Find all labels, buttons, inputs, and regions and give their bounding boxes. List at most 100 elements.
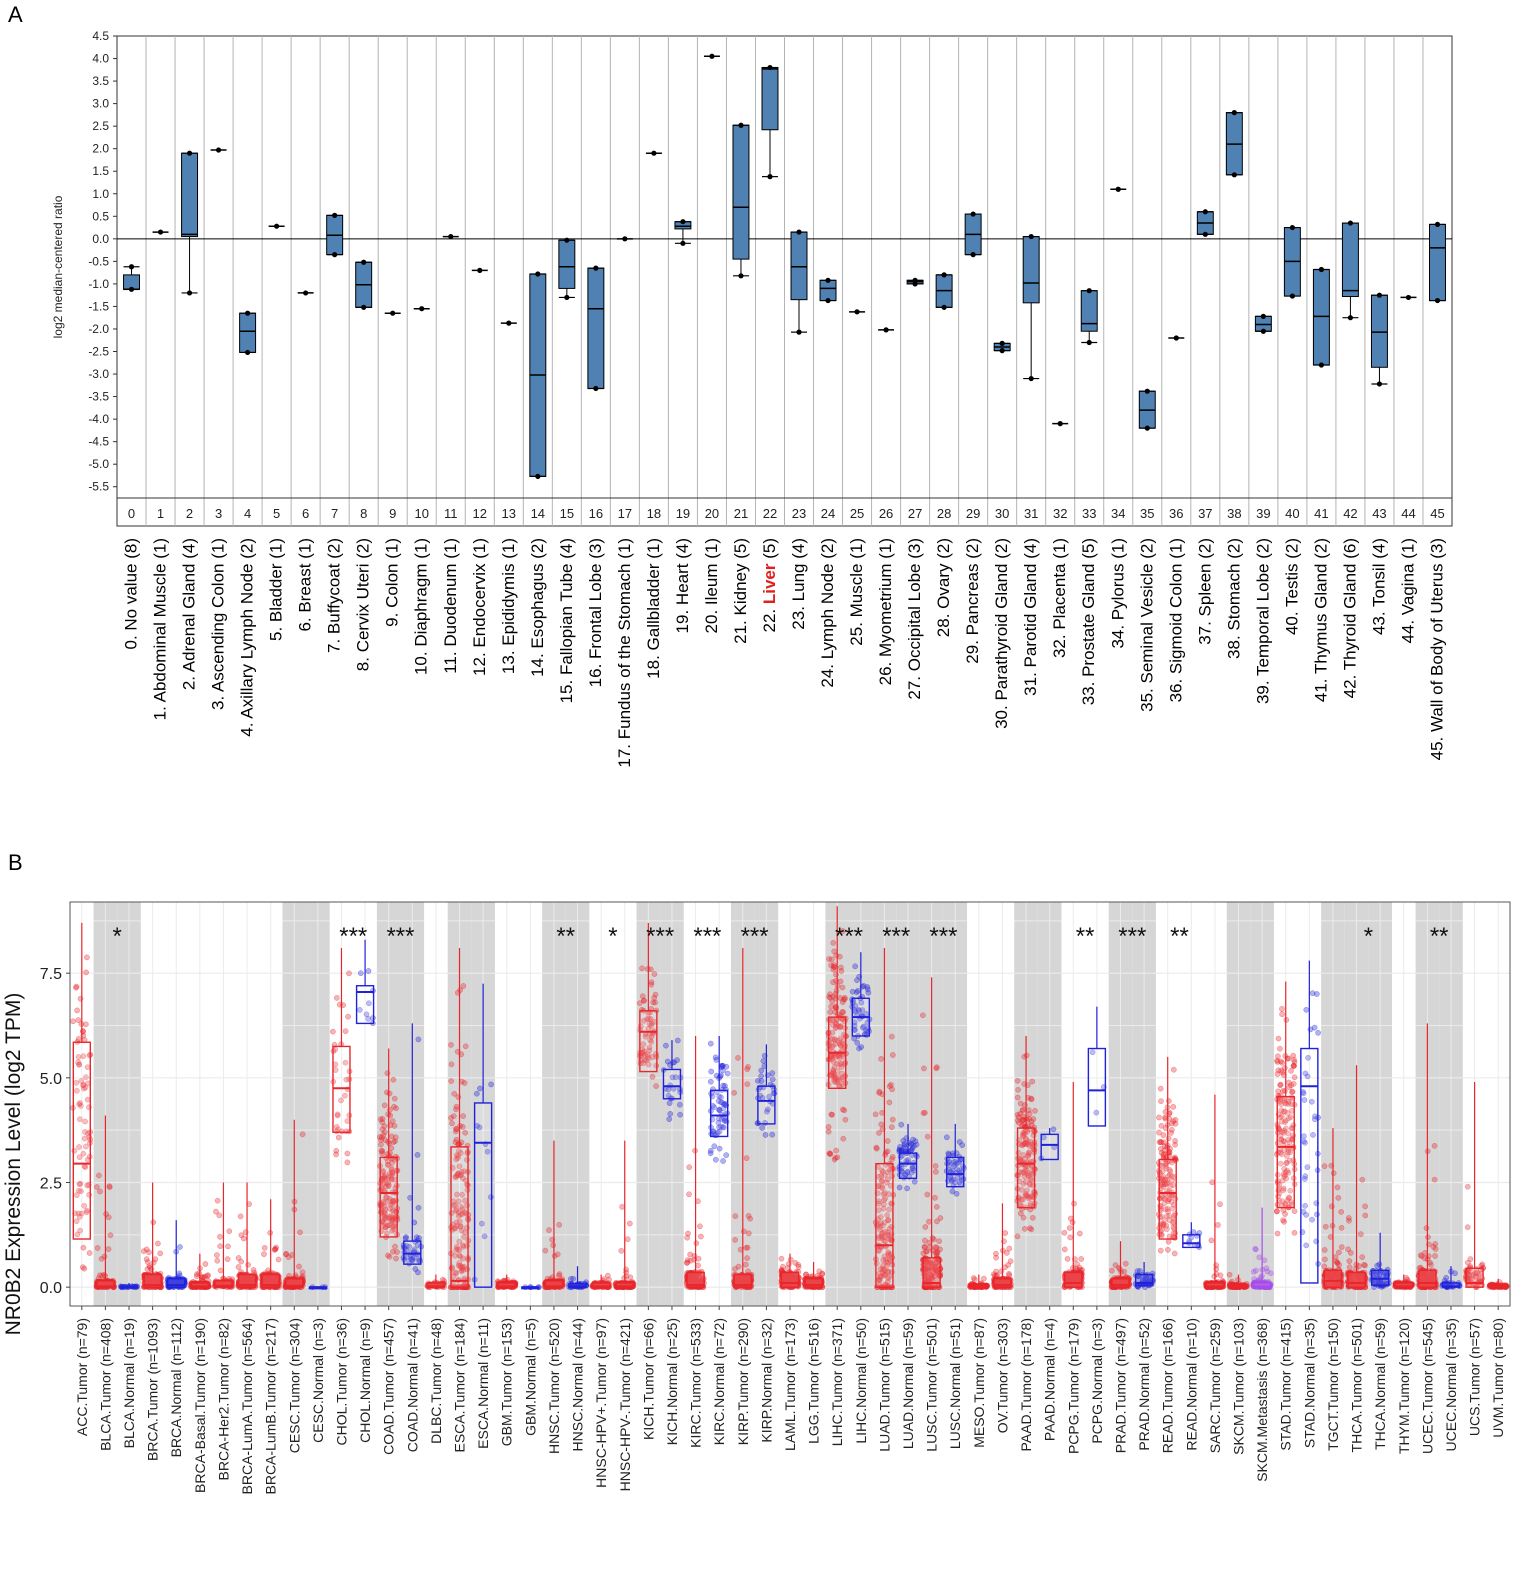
panel-b-category-label: GBM.Normal (n=5): [522, 1318, 538, 1436]
panel-b-point: [639, 965, 645, 972]
panel-b-point: [460, 1113, 466, 1119]
panel-b-point: [707, 1147, 714, 1154]
panel-b-category-label: LAML.Tumor (n=173): [782, 1318, 798, 1451]
panel-a-point: [767, 64, 773, 71]
panel-b-point: [667, 1111, 674, 1117]
panel-b-box: [473, 1102, 493, 1288]
panel-b-category-label: KIRP.Normal (n=32): [758, 1318, 774, 1443]
panel-b-point: [261, 1251, 267, 1257]
panel-b-point: [1028, 1226, 1035, 1233]
panel-a-category-label: 4. Axillary Lymph Node (2): [238, 538, 257, 737]
panel-b-point: [684, 1257, 691, 1263]
panel-a-point: [1173, 335, 1179, 341]
panel-a-y-tick-label: -3.5: [88, 390, 109, 404]
panel-b-point: [684, 1234, 691, 1241]
panel-b-point: [853, 989, 860, 996]
panel-b-point: [833, 1147, 840, 1154]
panel-b-category-label: BRCA.Normal (n=112): [168, 1318, 184, 1457]
panel-a-point: [941, 304, 947, 310]
panel-a-index-label: 34: [1111, 506, 1125, 521]
panel-b-point: [956, 1139, 963, 1145]
panel-b-point: [415, 1204, 422, 1211]
panel-b-point: [828, 956, 835, 963]
panel-b-category-label: COAD.Normal (n=41): [404, 1318, 420, 1452]
panel-a-point: [128, 286, 135, 292]
panel-b-point: [238, 1258, 245, 1265]
panel-a-index-label: 25: [850, 506, 864, 521]
panel-b-point: [741, 1228, 747, 1235]
panel-b-point: [1015, 1117, 1021, 1124]
panel-a-category-label: 16. Frontal Lobe (3): [586, 538, 605, 687]
panel-a-category-label: 40. Testis (2): [1282, 538, 1301, 635]
panel-b-category-label: LIHC.Normal (n=50): [853, 1318, 869, 1444]
panel-b-category-label: BRCA-LumB.Tumor (n=217): [263, 1318, 279, 1494]
panel-a-point: [1144, 388, 1150, 394]
panel-a-point: [796, 229, 802, 235]
panel-a-point: [1202, 209, 1208, 215]
panel-a-point: [186, 290, 193, 296]
panel-b-point: [691, 1252, 698, 1259]
panel-a-point: [477, 267, 483, 273]
panel-a-point: [1057, 421, 1063, 427]
panel-b-point: [604, 1272, 611, 1279]
panel-b-point: [825, 1128, 832, 1135]
panel-b-point: [78, 1188, 84, 1195]
panel-b-point: [1020, 1214, 1027, 1221]
panel-b-point: [76, 1101, 83, 1108]
panel-b-point: [551, 1253, 558, 1259]
panel-b-box: [946, 1156, 965, 1188]
panel-a-category-label: 27. Occipital Lobe (3): [905, 538, 924, 700]
panel-b-point: [75, 1210, 82, 1217]
panel-b-point: [698, 1233, 704, 1240]
panel-b-point: [83, 969, 89, 976]
panel-b-point: [73, 1192, 80, 1198]
panel-b-category-label: DLBC.Tumor (n=48): [428, 1318, 444, 1444]
panel-a-point: [709, 53, 715, 59]
panel-b-point: [878, 1056, 884, 1062]
panel-b-point: [712, 1156, 719, 1163]
panel-b-point: [922, 1224, 929, 1230]
panel-a-category-label: 12. Endocervix (1): [470, 538, 489, 676]
panel-b-category-label: BLCA.Normal (n=19): [121, 1318, 137, 1448]
panel-a-category-label: 2. Adrenal Gland (4): [180, 538, 199, 690]
panel-a-category-label: 22. Liver (5): [760, 538, 779, 633]
panel-b-category-label: OV.Tumor (n=303): [994, 1318, 1010, 1433]
panel-a-index-label: 1: [157, 506, 164, 521]
panel-b-point: [722, 1083, 728, 1089]
panel-b-point: [1071, 1200, 1077, 1207]
panel-a-category-label: 43. Tonsil (4): [1369, 538, 1388, 635]
panel-a-category-label: 7. Buffycoat (2): [325, 538, 344, 653]
panel-b-point: [663, 1042, 669, 1049]
panel-b-point: [649, 1073, 656, 1080]
panel-b-point: [391, 1122, 398, 1129]
panel-b-point: [357, 970, 364, 977]
panel-a-index-label: 30: [995, 506, 1009, 521]
panel-b-point: [674, 1057, 680, 1063]
panel-a-index-label: 8: [360, 506, 367, 521]
panel-a-y-tick-label: -4.0: [88, 412, 109, 426]
panel-b-category-label: ESCA.Normal (n=11): [475, 1318, 491, 1449]
panel-b-point: [933, 1204, 940, 1210]
panel-a-point: [999, 348, 1005, 354]
panel-b-point: [390, 1076, 397, 1083]
panel-b-point: [904, 1185, 910, 1192]
panel-b-box: [379, 1156, 398, 1238]
panel-b-point: [177, 1244, 183, 1250]
panel-a-y-axis-title: log2 median-centered ratio: [51, 195, 65, 338]
panel-a-y-tick-label: -1.0: [88, 277, 109, 291]
panel-a-point: [1376, 292, 1383, 298]
panel-b-point: [392, 1243, 398, 1250]
panel-b-point: [744, 1081, 751, 1088]
panel-b-chart: ACC.Tumor (n=79) BLCA.Tumor (n=408) BLCA.N…: [2, 901, 1511, 1494]
panel-b-point: [346, 970, 352, 977]
panel-a-y-tick-label: -1.5: [88, 299, 109, 313]
panel-b-point: [94, 1245, 101, 1251]
panel-b-point: [83, 1143, 89, 1150]
panel-a-point: [622, 236, 628, 242]
panel-b-point: [394, 1249, 400, 1255]
panel-a-box: [819, 279, 837, 302]
panel-b-point: [854, 977, 860, 984]
panel-b-category-label: HNSC.Tumor (n=520): [546, 1318, 562, 1454]
panel-b-point: [745, 1213, 752, 1219]
panel-b-point: [723, 1063, 730, 1070]
